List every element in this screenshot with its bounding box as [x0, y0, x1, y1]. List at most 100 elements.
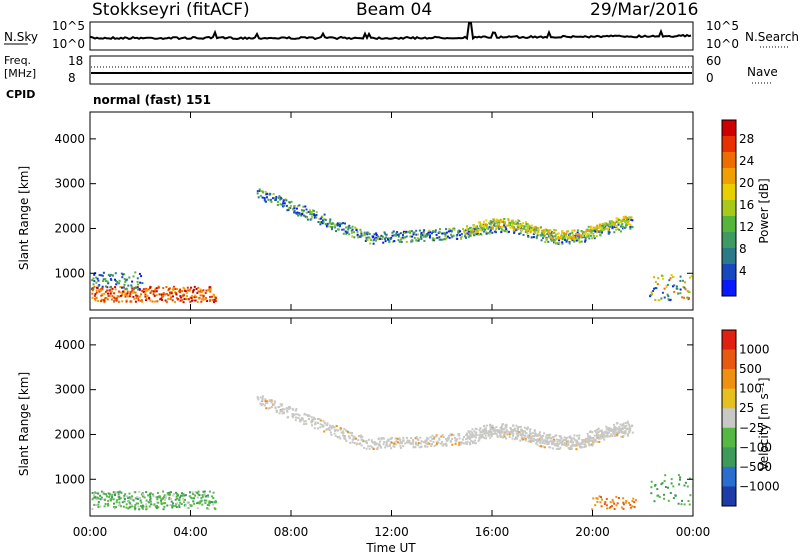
- echo-cell: [608, 231, 611, 234]
- velocity-colorbar-tick: −1000: [739, 479, 780, 493]
- echo-cell: [582, 231, 585, 234]
- echo-cell: [535, 235, 538, 238]
- echo-cell: [350, 231, 353, 234]
- echo-cell: [575, 239, 578, 242]
- echo-cell: [597, 427, 600, 430]
- echo-cell: [146, 288, 149, 291]
- echo-cell: [405, 235, 408, 238]
- echo-cell: [672, 485, 675, 488]
- echo-cell: [443, 238, 446, 241]
- echo-cell: [587, 229, 590, 232]
- echo-cell: [505, 429, 508, 432]
- echo-cell: [449, 230, 452, 232]
- echo-cell: [305, 208, 308, 211]
- echo-cell: [293, 205, 296, 208]
- echo-cell: [128, 501, 131, 504]
- echo-cell: [438, 230, 441, 233]
- echo-cell: [672, 497, 675, 500]
- echo-cell: [653, 500, 656, 503]
- echo-cell: [431, 443, 433, 445]
- echo-cell: [546, 237, 548, 240]
- echo-cell: [307, 211, 310, 213]
- echo-cell: [540, 226, 543, 229]
- echo-cell: [481, 228, 484, 231]
- echo-cell: [369, 445, 372, 448]
- echo-cell: [281, 412, 284, 415]
- echo-cell: [561, 232, 563, 234]
- echo-cell: [447, 437, 450, 439]
- echo-cell: [292, 208, 295, 211]
- echo-cell: [594, 440, 596, 443]
- echo-cell: [597, 434, 600, 437]
- echo-cell: [427, 437, 430, 440]
- echo-cell: [193, 502, 196, 505]
- echo-cell: [551, 232, 554, 234]
- echo-cell: [533, 228, 536, 231]
- velocity-y-axis-label: Slant Range [km]: [17, 372, 31, 476]
- echo-cell: [415, 443, 418, 446]
- echo-cell: [168, 492, 171, 495]
- echo-cell: [123, 273, 126, 276]
- echo-cell: [530, 224, 533, 227]
- echo-cell: [395, 234, 398, 237]
- echo-cell: [190, 297, 193, 299]
- echo-cell: [530, 236, 533, 239]
- echo-cell: [396, 437, 399, 440]
- echo-cell: [207, 494, 209, 497]
- echo-cell: [501, 436, 504, 439]
- echo-cell: [562, 440, 564, 443]
- echo-cell: [165, 286, 168, 288]
- echo-cell: [197, 493, 200, 496]
- echo-cell: [145, 499, 148, 502]
- power-colorbar-tick: 20: [739, 176, 754, 190]
- echo-cell: [267, 198, 270, 201]
- echo-cell: [123, 278, 126, 280]
- echo-cell: [323, 213, 326, 216]
- echo-cell: [293, 209, 296, 212]
- echo-cell: [333, 224, 336, 227]
- echo-cell: [390, 447, 393, 450]
- echo-cell: [610, 505, 613, 508]
- echo-cell: [366, 239, 369, 242]
- echo-cell: [368, 447, 371, 450]
- echo-cell: [142, 288, 145, 291]
- echo-cell: [415, 435, 418, 438]
- echo-cell: [381, 437, 384, 439]
- echo-cell: [103, 299, 106, 302]
- echo-cell: [616, 217, 618, 220]
- echo-cell: [324, 218, 327, 221]
- nsearch-label: N.Search: [745, 30, 799, 44]
- echo-cell: [654, 298, 657, 301]
- echo-cell: [504, 226, 507, 229]
- echo-cell: [106, 298, 109, 301]
- echo-cell: [519, 431, 522, 434]
- echo-cell: [550, 235, 553, 238]
- echo-cell: [444, 233, 447, 236]
- echo-cell: [530, 439, 533, 442]
- echo-cell: [544, 439, 546, 442]
- echo-cell: [459, 230, 462, 233]
- echo-cell: [546, 443, 549, 446]
- echo-cell: [689, 276, 691, 279]
- echo-cell: [258, 188, 261, 191]
- echo-cell: [688, 503, 691, 506]
- echo-cell: [116, 491, 119, 494]
- echo-cell: [624, 219, 627, 222]
- echo-cell: [145, 503, 148, 506]
- echo-cell: [620, 506, 623, 509]
- echo-cell: [494, 430, 497, 433]
- echo-cell: [164, 497, 167, 499]
- echo-cell: [331, 226, 334, 229]
- echo-cell: [588, 438, 591, 441]
- echo-cell: [350, 434, 353, 437]
- echo-cell: [203, 499, 206, 502]
- echo-cell: [682, 285, 685, 288]
- echo-cell: [142, 290, 145, 293]
- echo-cell: [402, 231, 405, 234]
- echo-cell: [520, 437, 523, 440]
- echo-cell: [526, 232, 529, 235]
- echo-cell: [167, 493, 170, 496]
- echo-cell: [187, 298, 190, 300]
- echo-cell: [543, 446, 546, 449]
- echo-cell: [535, 227, 538, 230]
